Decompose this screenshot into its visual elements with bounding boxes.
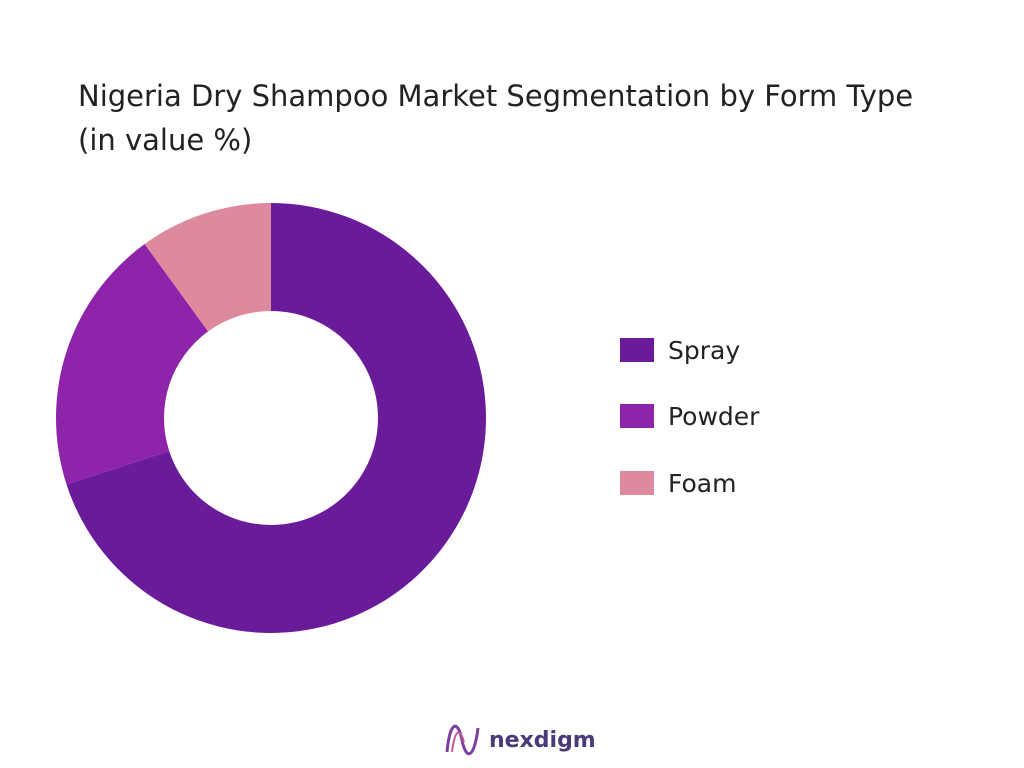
legend-swatch [620, 404, 654, 428]
brand-name: nexdigm [489, 728, 596, 753]
donut-slice [55, 244, 209, 485]
donut-slice [144, 203, 271, 332]
logo: nexdigm [445, 725, 596, 755]
donut-slice [66, 203, 486, 633]
legend-swatch [620, 338, 654, 362]
logo-icon [451, 731, 465, 753]
legend-label: Spray [668, 336, 740, 365]
legend-swatch [620, 471, 654, 495]
logo-icon [445, 725, 480, 755]
legend-label: Powder [668, 402, 760, 431]
chart-title: Nigeria Dry Shampoo Market Segmentation … [78, 79, 914, 157]
legend-label: Foam [668, 469, 736, 498]
